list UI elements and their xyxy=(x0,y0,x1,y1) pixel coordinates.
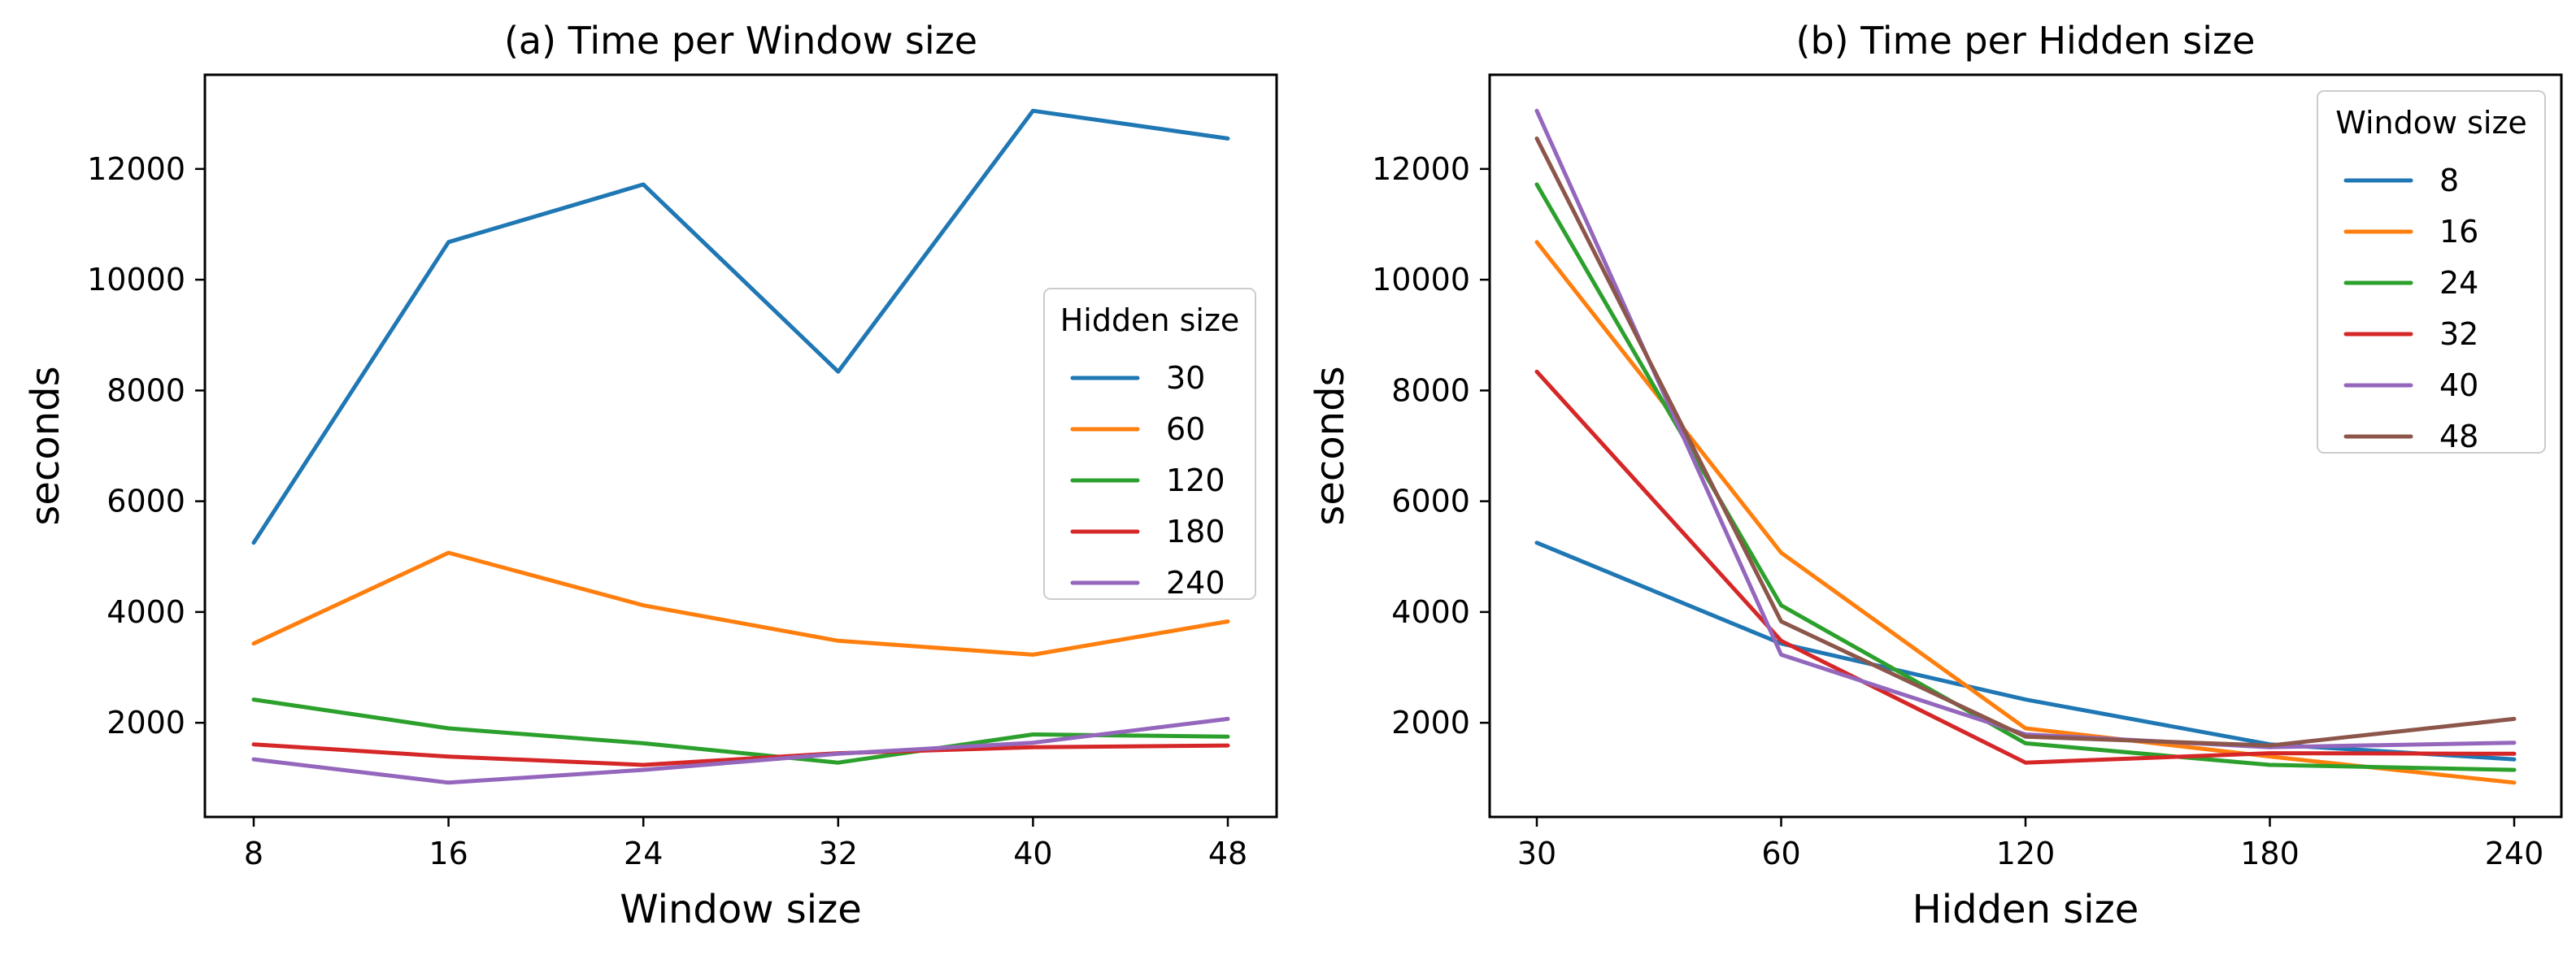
y-tick-label: 12000 xyxy=(87,151,185,187)
y-tick-label: 2000 xyxy=(107,705,185,741)
legend-label-60: 60 xyxy=(1166,411,1205,447)
legend-title: Hidden size xyxy=(1060,302,1240,338)
y-tick-label: 8000 xyxy=(1391,372,1470,408)
y-tick-label: 12000 xyxy=(1372,151,1470,187)
series-line-30 xyxy=(251,108,1230,545)
x-tick-label: 16 xyxy=(429,836,468,871)
series-line-120 xyxy=(251,697,1230,765)
legend-box xyxy=(1043,288,1256,600)
chart-panel-a: 8 16 24 32 40 48 2000 4000 6000 8000 10000 12000 (a)… xyxy=(23,19,1278,932)
series-line-32 xyxy=(1534,369,2517,765)
chart-title: (a) Time per Window size xyxy=(504,19,977,63)
y-axis-label: seconds xyxy=(23,366,68,525)
x-tick-label: 40 xyxy=(1013,836,1052,871)
x-tick-label: 180 xyxy=(2240,836,2300,871)
y-tick-label: 6000 xyxy=(107,484,185,519)
legend-title: Window size xyxy=(2335,105,2527,141)
x-tick-label: 24 xyxy=(624,836,663,871)
y-tick-label: 4000 xyxy=(107,594,185,630)
y-axis-label: seconds xyxy=(1308,366,1353,525)
legend-label-8: 8 xyxy=(2439,163,2459,198)
legend: Window size 8 16 24 32 40 48 xyxy=(2317,90,2546,454)
legend-label-24: 24 xyxy=(2439,265,2478,301)
x-axis-label: Window size xyxy=(620,887,862,932)
series-line-8 xyxy=(1534,541,2517,762)
y-tick-label: 10000 xyxy=(1372,262,1470,298)
series-line-240 xyxy=(251,716,1230,785)
y-tick-label: 10000 xyxy=(87,262,185,298)
legend-label-30: 30 xyxy=(1166,360,1205,396)
x-tick-label: 8 xyxy=(244,836,263,871)
legend: Hidden size 30 60 120 180 240 xyxy=(1043,288,1256,601)
series-line-48 xyxy=(1534,136,2517,748)
x-tick-label: 60 xyxy=(1761,836,1800,871)
y-tick-label: 4000 xyxy=(1391,594,1470,630)
x-tick-label: 240 xyxy=(2485,836,2544,871)
legend-label-40: 40 xyxy=(2439,367,2478,403)
series-line-60 xyxy=(251,550,1230,657)
legend-label-120: 120 xyxy=(1166,463,1225,498)
x-axis-label: Hidden size xyxy=(1912,887,2139,932)
legend-label-180: 180 xyxy=(1166,514,1225,550)
x-tick-label: 30 xyxy=(1517,836,1556,871)
legend-label-48: 48 xyxy=(2439,419,2478,454)
x-tick-label: 48 xyxy=(1208,836,1247,871)
legend-label-16: 16 xyxy=(2439,214,2478,250)
x-tick-label: 120 xyxy=(1996,836,2056,871)
chart-title: (b) Time per Hidden size xyxy=(1796,19,2256,63)
legend-label-240: 240 xyxy=(1166,565,1225,601)
series-line-180 xyxy=(251,742,1230,767)
y-tick-label: 6000 xyxy=(1391,484,1470,519)
y-tick-label: 8000 xyxy=(107,372,185,408)
chart-panel-b: 30 60 120 180 240 2000 4000 6000 8000 10000 12000 (… xyxy=(1308,19,2563,932)
legend-box xyxy=(2317,90,2546,454)
x-tick-label: 32 xyxy=(819,836,858,871)
legend-label-32: 32 xyxy=(2439,316,2478,352)
y-tick-label: 2000 xyxy=(1391,705,1470,741)
plot-frame xyxy=(203,73,1278,819)
series-line-24 xyxy=(1534,182,2517,772)
